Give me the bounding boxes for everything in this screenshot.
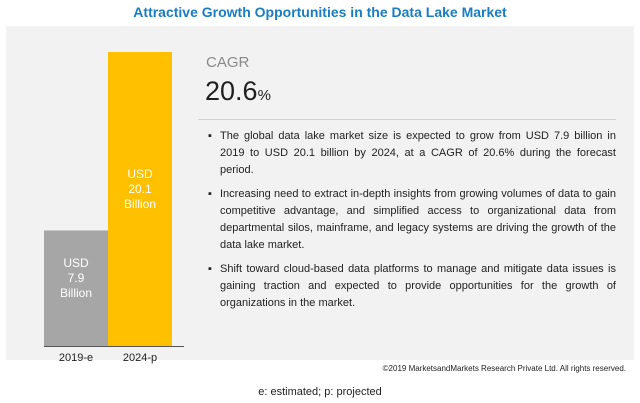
divider bbox=[198, 119, 616, 120]
x-tick-label: 2024-p bbox=[122, 352, 158, 364]
bullet-icon: ▪ bbox=[208, 130, 212, 142]
x-tick-label: 2019-e bbox=[58, 352, 94, 364]
bullet-icon: ▪ bbox=[208, 263, 212, 275]
bar-2019-e bbox=[44, 230, 108, 346]
bar-data-label: USD 7.9 Billion bbox=[59, 256, 92, 301]
x-axis-line bbox=[44, 346, 184, 347]
key-point: ▪ Increasing need to extract in-depth ins… bbox=[206, 186, 616, 254]
key-point-text: Shift toward cloud-based data platforms … bbox=[220, 263, 616, 309]
cagr-value: 20.6% bbox=[205, 76, 271, 107]
copyright-notice: ©2019 MarketsandMarkets Research Private… bbox=[382, 364, 626, 373]
footnote: e: estimated; p: projected bbox=[258, 386, 382, 398]
infographic-panel: USD 7.9 Billion USD 20.1 Billion 2019-e 2024-p… bbox=[6, 26, 634, 364]
bullet-icon: ▪ bbox=[208, 188, 212, 200]
cagr-label: CAGR bbox=[206, 54, 250, 71]
bar-2024-p bbox=[108, 52, 172, 346]
key-points-list: ▪ The global data lake market size is exp… bbox=[206, 128, 616, 319]
bar-data-label: USD 20.1 Billion bbox=[123, 167, 156, 211]
key-point-text: The global data lake market size is expe… bbox=[220, 130, 616, 176]
key-point: ▪ The global data lake market size is exp… bbox=[206, 128, 616, 179]
bar-chart bbox=[44, 52, 172, 346]
cagr-unit: % bbox=[257, 87, 271, 104]
key-point-text: Increasing need to extract in-depth insi… bbox=[220, 188, 616, 251]
key-point: ▪ Shift toward cloud-based data platforms… bbox=[206, 261, 616, 312]
chart-title: Attractive Growth Opportunities in the D… bbox=[133, 4, 507, 20]
cagr-number: 20.6 bbox=[205, 76, 258, 106]
